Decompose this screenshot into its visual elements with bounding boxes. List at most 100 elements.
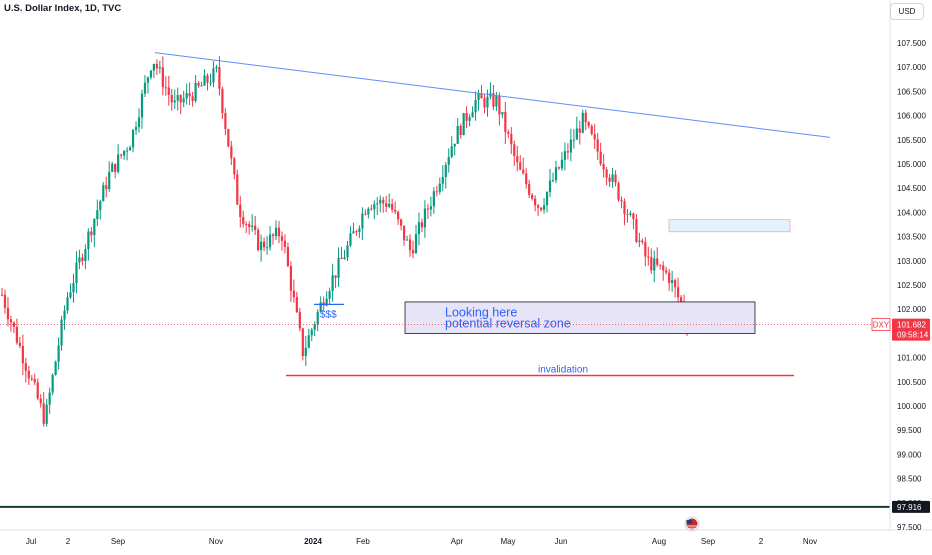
zone-label-line1: Looking here — [445, 306, 517, 320]
candle-body — [399, 219, 403, 226]
candle-body — [36, 382, 39, 399]
candle-body — [370, 208, 373, 210]
candle-body — [617, 182, 620, 200]
y-tick-label: 97.500 — [897, 523, 922, 532]
candle-body — [221, 88, 224, 114]
candle-body — [417, 222, 421, 235]
candle-body — [188, 93, 191, 97]
candle-body — [593, 134, 596, 140]
candle-body — [170, 94, 173, 103]
candle-body — [292, 290, 295, 298]
candle-body — [143, 82, 147, 94]
candle-body — [313, 324, 316, 330]
candle-body — [358, 228, 361, 232]
candle-body — [137, 117, 141, 128]
candle-body — [539, 207, 543, 210]
y-tick-label: 104.500 — [897, 184, 926, 193]
candle-body — [647, 256, 650, 258]
candle-body — [671, 280, 674, 283]
candle-body — [57, 345, 60, 362]
candle-body — [140, 93, 144, 118]
supply-box — [668, 219, 791, 233]
candle-body — [367, 208, 370, 215]
candle-body — [179, 95, 182, 103]
candle-body — [361, 213, 364, 229]
candle-body — [459, 126, 462, 136]
candle-body — [402, 225, 406, 241]
candle-body — [12, 322, 16, 327]
candle-body — [257, 230, 260, 250]
candle-body — [21, 345, 24, 364]
candle-body — [3, 294, 7, 308]
candle-body — [352, 231, 355, 234]
candle-body — [578, 128, 581, 133]
candle-body — [516, 156, 519, 163]
candle-body — [572, 139, 575, 141]
candle-body — [474, 99, 477, 113]
x-tick-label: Nov — [803, 537, 817, 546]
candle-body — [224, 113, 227, 130]
candle-body — [286, 247, 290, 267]
candle-body — [289, 266, 293, 291]
x-tick-label: Nov — [209, 537, 223, 546]
candle-body — [33, 378, 36, 383]
candle-body — [537, 205, 540, 208]
candle-body — [542, 205, 546, 210]
candle-body — [340, 257, 343, 259]
candle-body — [462, 113, 465, 136]
candle-body — [566, 151, 569, 153]
candle-body — [531, 194, 534, 199]
candle-body — [298, 312, 301, 329]
event-flag-icon[interactable] — [684, 516, 700, 532]
candle-body — [397, 211, 400, 220]
currency-button[interactable]: USD — [890, 3, 924, 20]
candle-body — [510, 133, 513, 145]
candle-body — [620, 199, 623, 202]
candle-body — [679, 297, 683, 304]
candle-body — [659, 264, 662, 266]
candle-body — [587, 122, 590, 126]
candle-body — [260, 241, 263, 250]
candle-body — [51, 374, 54, 393]
candle-body — [90, 231, 93, 236]
candle-body — [173, 100, 176, 103]
candle-body — [295, 297, 298, 313]
symbol-tag-text: DXY — [873, 321, 890, 330]
candle-body — [376, 203, 379, 205]
candle-body — [15, 326, 18, 343]
x-tick-label: 2 — [759, 537, 764, 546]
y-tick-label: 102.500 — [897, 281, 926, 290]
candle-body — [120, 154, 123, 156]
candle-body — [465, 113, 468, 121]
candles — [0, 56, 692, 427]
candle-body — [215, 66, 218, 69]
candle-body — [641, 240, 644, 243]
candle-body — [629, 213, 632, 215]
candle-body — [447, 157, 450, 165]
candle-body — [48, 392, 51, 405]
candle-body — [161, 67, 164, 88]
y-tick-label: 100.000 — [897, 402, 926, 411]
candle-body — [105, 185, 108, 190]
candle-body — [534, 198, 537, 206]
y-tick-label: 105.000 — [897, 160, 926, 169]
candle-body — [435, 191, 438, 193]
candle-body — [69, 292, 72, 298]
candle-body — [581, 112, 584, 133]
candle-body — [346, 245, 349, 258]
candle-body — [548, 180, 552, 193]
candle-body — [483, 98, 486, 108]
candle-body — [605, 169, 608, 178]
current-price-value: 101.682 — [897, 321, 926, 330]
candle-body — [349, 233, 352, 246]
candle-body — [200, 85, 203, 87]
candle-body — [364, 213, 367, 215]
candle-body — [331, 275, 334, 292]
candle-body — [411, 250, 415, 254]
candle-body — [325, 298, 328, 306]
candle-body — [563, 151, 567, 160]
candle-body — [480, 93, 483, 99]
candle-body — [590, 125, 593, 135]
